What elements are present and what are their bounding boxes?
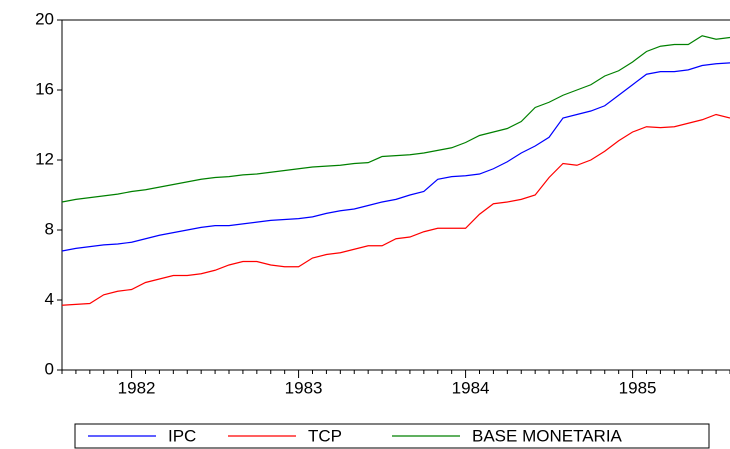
series-line bbox=[61, 113, 730, 306]
y-tick-label: 12 bbox=[35, 149, 54, 168]
y-tick-label: 8 bbox=[45, 219, 54, 238]
legend-label: BASE MONETARIA bbox=[472, 426, 623, 445]
x-tick-label: 1985 bbox=[619, 378, 657, 397]
x-tick-label: 1984 bbox=[452, 378, 490, 397]
y-tick-label: 20 bbox=[35, 9, 54, 28]
x-tick-label: 1982 bbox=[118, 378, 156, 397]
y-tick-label: 0 bbox=[45, 359, 54, 378]
legend-box bbox=[74, 423, 710, 449]
series-line bbox=[61, 62, 730, 252]
legend-label: IPC bbox=[168, 426, 196, 445]
x-tick-label: 1983 bbox=[285, 378, 323, 397]
series-line bbox=[61, 35, 730, 203]
y-tick-label: 16 bbox=[35, 79, 54, 98]
legend-label: TCP bbox=[308, 426, 342, 445]
y-tick-label: 4 bbox=[45, 289, 54, 308]
